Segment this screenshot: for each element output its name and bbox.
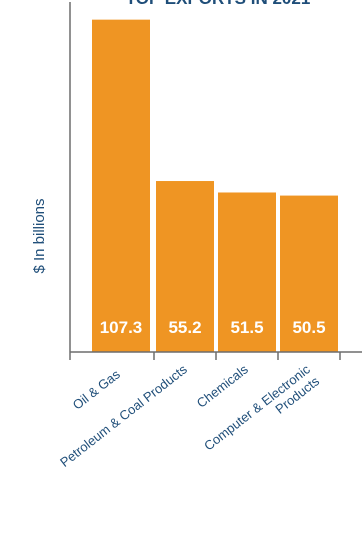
x-tick-label-line: Petroleum & Coal Products [57,361,190,470]
x-tick-label-line: Computer & Electronic [201,361,313,453]
x-tick-label-3: Chemicals [194,361,251,410]
data-label-2: 55.2 [168,318,201,337]
y-axis-label: $ In billions [31,198,48,273]
bar-2 [156,181,214,352]
data-label-4: 50.5 [292,318,325,337]
data-label-1: 107.3 [100,318,143,337]
x-tick-label-line: Oil & Gas [70,366,123,412]
bar-1 [92,19,150,352]
bars-group: 107.3 55.2 51.5 50.5 [92,19,338,352]
data-label-3: 51.5 [230,318,263,337]
bar-3 [218,192,276,352]
chart-title: TOP EXPORTS IN 2021 [126,0,311,8]
bar-4 [280,195,338,352]
x-tick-label-line: Chemicals [194,361,251,410]
x-tick-label-4: Computer & ElectronicProducts [201,361,322,465]
x-tick-label-1: Oil & Gas [70,366,123,412]
axes-group [69,2,362,360]
x-tick-label-2: Petroleum & Coal Products [57,361,190,470]
